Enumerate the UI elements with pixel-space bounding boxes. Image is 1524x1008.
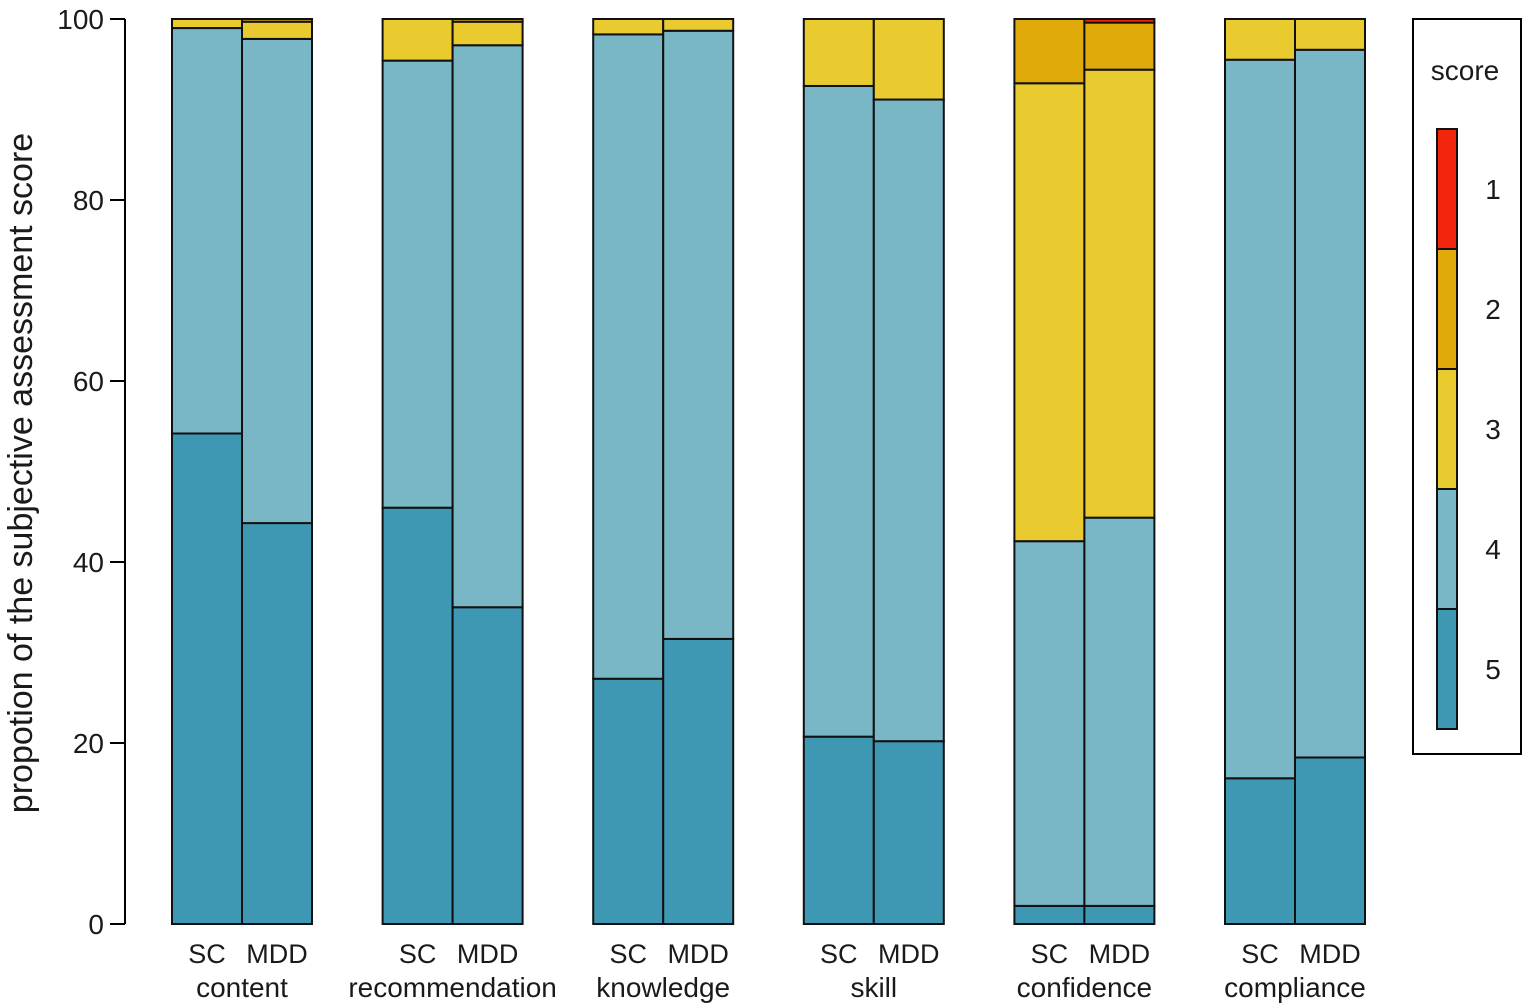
legend-swatch xyxy=(1436,608,1458,730)
bar-segment-score-3 xyxy=(1224,18,1296,61)
bar-label: SC xyxy=(399,939,437,969)
bar-segment-score-4 xyxy=(662,29,735,640)
bar-segment-score-5 xyxy=(381,506,454,925)
y-axis-label: propotion of the subjective assessment s… xyxy=(2,133,40,813)
bar-group xyxy=(381,18,524,925)
legend-label: 2 xyxy=(1485,294,1501,325)
bar-segment-score-4 xyxy=(1083,516,1156,907)
bar-segment-score-2 xyxy=(1083,21,1156,71)
legend-label: 4 xyxy=(1485,534,1501,565)
y-tick-label: 20 xyxy=(73,728,104,759)
bar-group xyxy=(1224,18,1366,925)
bar-segment-score-2 xyxy=(451,18,524,23)
legend: score 1 2 3 4 5 xyxy=(1412,18,1522,755)
y-axis: 0 20 40 60 80 100 xyxy=(57,4,126,940)
legend-swatch xyxy=(1436,368,1458,490)
bar-label: MDD xyxy=(1089,939,1151,969)
legend-swatch xyxy=(1436,128,1458,250)
bar-segment-score-3 xyxy=(802,18,875,87)
bar-segment-score-2 xyxy=(241,18,313,23)
group-label: content xyxy=(196,972,288,1003)
bar-segment-score-4 xyxy=(1013,540,1086,907)
bar-segment-score-4 xyxy=(381,59,454,509)
group-label: skill xyxy=(850,972,897,1003)
bar-segment-score-3 xyxy=(872,18,945,101)
bar-segment-score-5 xyxy=(1083,904,1156,926)
bar-segment-score-4 xyxy=(171,27,243,435)
legend-title: score xyxy=(1431,55,1499,86)
bar-segment-score-3 xyxy=(662,18,735,32)
bar-group xyxy=(171,18,313,926)
y-tick-label: 80 xyxy=(73,185,104,216)
bar-label: SC xyxy=(1241,939,1279,969)
y-tick-label: 60 xyxy=(73,366,104,397)
bar-segment-score-5 xyxy=(662,637,735,925)
bar-segment-score-5 xyxy=(451,606,524,925)
bar-label: MDD xyxy=(878,939,940,969)
bar-segment-score-3 xyxy=(241,20,313,40)
bar-segment-score-4 xyxy=(802,84,875,738)
bar-label: MDD xyxy=(457,939,519,969)
y-tick-label: 100 xyxy=(57,4,104,35)
bar-segment-score-5 xyxy=(592,677,665,925)
bar-segment-score-5 xyxy=(171,432,243,925)
bar-segment-score-3 xyxy=(451,20,524,47)
bar-segment-score-5 xyxy=(241,522,313,926)
bar-segment-score-3 xyxy=(1294,18,1366,51)
bar-group xyxy=(1013,18,1156,926)
bar-label: SC xyxy=(820,939,858,969)
bar-segment-score-4 xyxy=(241,37,313,525)
bar-group xyxy=(592,18,735,925)
bar-label: SC xyxy=(609,939,647,969)
legend-swatch xyxy=(1436,488,1458,610)
bar-segment-score-5 xyxy=(802,735,875,925)
group-label: knowledge xyxy=(596,972,730,1003)
bar-segment-score-5 xyxy=(1294,756,1366,925)
bar-segment-score-1 xyxy=(1083,18,1156,24)
legend-label: 1 xyxy=(1485,174,1501,205)
bar-label: SC xyxy=(1031,939,1069,969)
group-label: recommendation xyxy=(348,972,557,1003)
y-tick-label: 0 xyxy=(88,909,104,940)
bar-group xyxy=(802,18,945,925)
bar-segment-score-4 xyxy=(592,33,665,680)
bar-segment-score-4 xyxy=(451,44,524,609)
bar-label: MDD xyxy=(667,939,729,969)
bar-label: SC xyxy=(188,939,226,969)
bar-segment-score-3 xyxy=(1013,82,1086,543)
bar-segment-score-3 xyxy=(592,18,665,36)
bar-segment-score-5 xyxy=(872,740,945,925)
legend-label: 3 xyxy=(1485,414,1501,445)
bar-label: MDD xyxy=(1299,939,1361,969)
legend-label: 5 xyxy=(1485,654,1501,685)
y-tick-label: 40 xyxy=(73,547,104,578)
legend-swatch xyxy=(1436,248,1458,370)
bar-segment-score-3 xyxy=(171,18,243,30)
bar-segment-score-3 xyxy=(381,18,454,62)
group-label: confidence xyxy=(1017,972,1152,1003)
bar-label: MDD xyxy=(246,939,308,969)
bar-segment-score-2 xyxy=(1013,18,1086,85)
legend-color-scale: 1 2 3 4 5 xyxy=(1436,128,1501,730)
bar-segment-score-4 xyxy=(872,98,945,743)
group-label: compliance xyxy=(1224,972,1366,1003)
bar-segment-score-5 xyxy=(1013,904,1086,926)
legend-box xyxy=(1412,18,1522,755)
bar-groups xyxy=(171,18,1366,926)
bar-segment-score-4 xyxy=(1294,48,1366,759)
bar-segment-score-5 xyxy=(1224,777,1296,925)
bar-segment-score-4 xyxy=(1224,58,1296,780)
bar-segment-score-3 xyxy=(1083,68,1156,519)
